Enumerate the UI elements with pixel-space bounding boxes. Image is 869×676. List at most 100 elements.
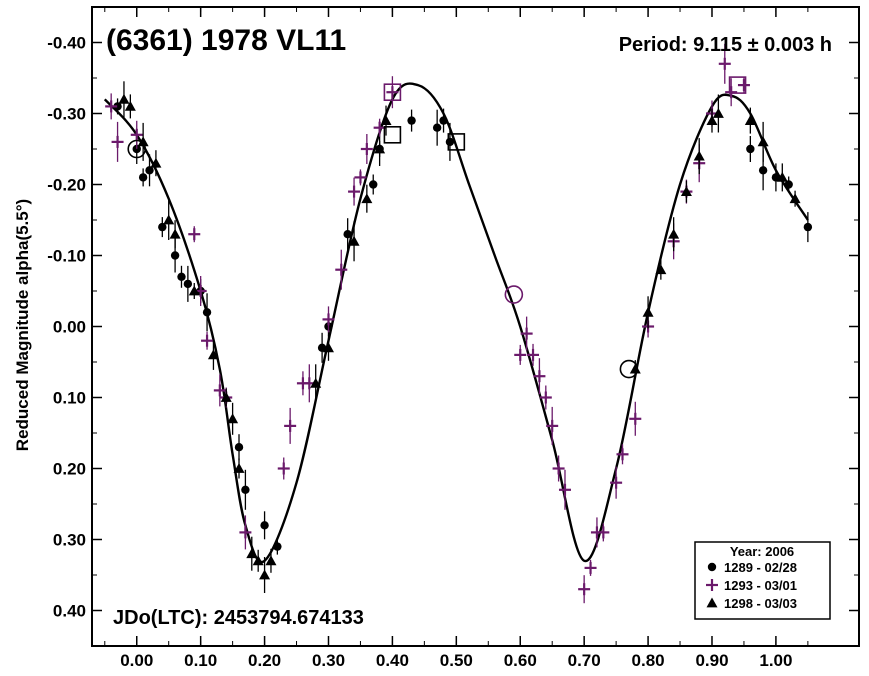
x-axis-tick-labels: 0.00 0.10 0.20 0.30 0.40 0.50 0.60 0.70 0.80 0.90… — [120, 651, 792, 670]
data-point — [227, 413, 239, 424]
data-point — [170, 251, 180, 260]
data-point — [145, 166, 154, 175]
series-triangle — [118, 81, 801, 593]
data-point — [597, 526, 610, 539]
y-tick-label: 0.00 — [53, 318, 86, 337]
data-point — [578, 583, 591, 596]
data-point — [520, 327, 533, 340]
reference-circle — [127, 139, 147, 159]
data-point — [380, 115, 392, 125]
data-point — [668, 228, 680, 239]
data-point — [360, 143, 373, 155]
data-point — [693, 150, 705, 161]
y-axis-label: Reduced Magnitude alpha(5.5°) — [13, 199, 32, 451]
data-point — [177, 272, 186, 281]
data-point — [239, 526, 252, 539]
x-tick-label: 0.00 — [120, 651, 153, 670]
x-tick-label: 1.00 — [759, 651, 792, 670]
data-point — [241, 485, 250, 494]
y-tick-label: -0.20 — [47, 176, 86, 195]
x-tick-label: 0.40 — [376, 651, 409, 670]
data-point — [252, 555, 264, 566]
data-point — [776, 171, 788, 182]
legend-marker-circle — [707, 562, 717, 572]
data-point — [584, 561, 597, 574]
data-point — [158, 222, 167, 232]
y-tick-label: 0.40 — [53, 602, 86, 621]
data-point — [130, 128, 143, 141]
x-tick-label: 0.60 — [504, 651, 537, 670]
data-point — [655, 264, 667, 275]
reference-square — [383, 83, 402, 101]
data-point — [558, 483, 571, 496]
data-point — [642, 306, 654, 317]
data-point — [386, 86, 399, 99]
data-point — [124, 100, 136, 111]
data-point — [188, 285, 200, 296]
epoch-label: JDo(LTC): 2453794.674133 — [113, 607, 364, 629]
data-point — [138, 173, 148, 182]
legend: Year: 2006 1289 - 02/28 1293 - 03/01 1298 … — [694, 541, 831, 620]
series-circle — [113, 98, 813, 555]
data-point — [310, 377, 322, 388]
reference-circle — [504, 285, 524, 304]
data-point — [137, 136, 149, 147]
x-tick-label: 0.50 — [440, 651, 473, 670]
data-point — [439, 116, 448, 125]
data-point — [343, 230, 352, 239]
x-tick-label: 0.90 — [695, 651, 728, 670]
data-point — [113, 102, 122, 111]
data-point — [220, 392, 232, 402]
data-point — [234, 443, 244, 452]
data-point — [169, 228, 181, 239]
data-point — [539, 391, 552, 404]
data-point — [277, 462, 290, 475]
chart-title: (6361) 1978 VL11 — [106, 24, 346, 57]
data-series — [105, 43, 813, 604]
data-point — [718, 57, 731, 70]
x-tick-label: 0.30 — [312, 651, 345, 670]
data-point — [546, 419, 559, 432]
data-point — [183, 279, 193, 289]
data-point — [803, 222, 813, 232]
data-point — [132, 144, 141, 154]
y-tick-label: 0.10 — [53, 389, 86, 408]
y-tick-label: 0.30 — [53, 531, 86, 550]
reference-square — [728, 76, 747, 94]
data-point — [629, 363, 641, 374]
data-point — [361, 193, 373, 204]
data-point — [744, 115, 756, 125]
data-point — [284, 419, 297, 432]
legend-marker-plus — [706, 579, 718, 591]
data-point — [246, 548, 258, 559]
data-point — [374, 143, 386, 154]
data-point — [771, 173, 781, 182]
y-tick-label: -0.10 — [47, 247, 86, 266]
data-point — [348, 185, 361, 198]
legend-entry-label: 1298 - 03/03 — [724, 596, 797, 611]
x-tick-label: 0.20 — [248, 651, 281, 670]
data-point — [369, 180, 378, 189]
data-point — [335, 263, 348, 276]
data-point — [407, 116, 416, 125]
reference-square — [383, 126, 402, 144]
reference-square — [447, 133, 466, 151]
data-point — [610, 476, 623, 489]
data-point — [712, 108, 724, 118]
data-point — [680, 186, 692, 196]
x-tick-label: 0.80 — [632, 651, 665, 670]
data-point — [514, 348, 527, 361]
data-point — [757, 136, 769, 147]
reference-circle — [619, 359, 639, 379]
data-point — [207, 349, 219, 360]
data-point — [746, 144, 755, 154]
data-point — [201, 334, 214, 347]
data-point — [616, 448, 629, 461]
data-point — [527, 348, 540, 361]
data-point — [105, 100, 118, 113]
series-plus — [105, 43, 750, 604]
data-point — [432, 123, 442, 132]
data-point — [202, 308, 212, 317]
legend-marker-triangle — [706, 597, 718, 608]
data-point — [789, 193, 801, 204]
